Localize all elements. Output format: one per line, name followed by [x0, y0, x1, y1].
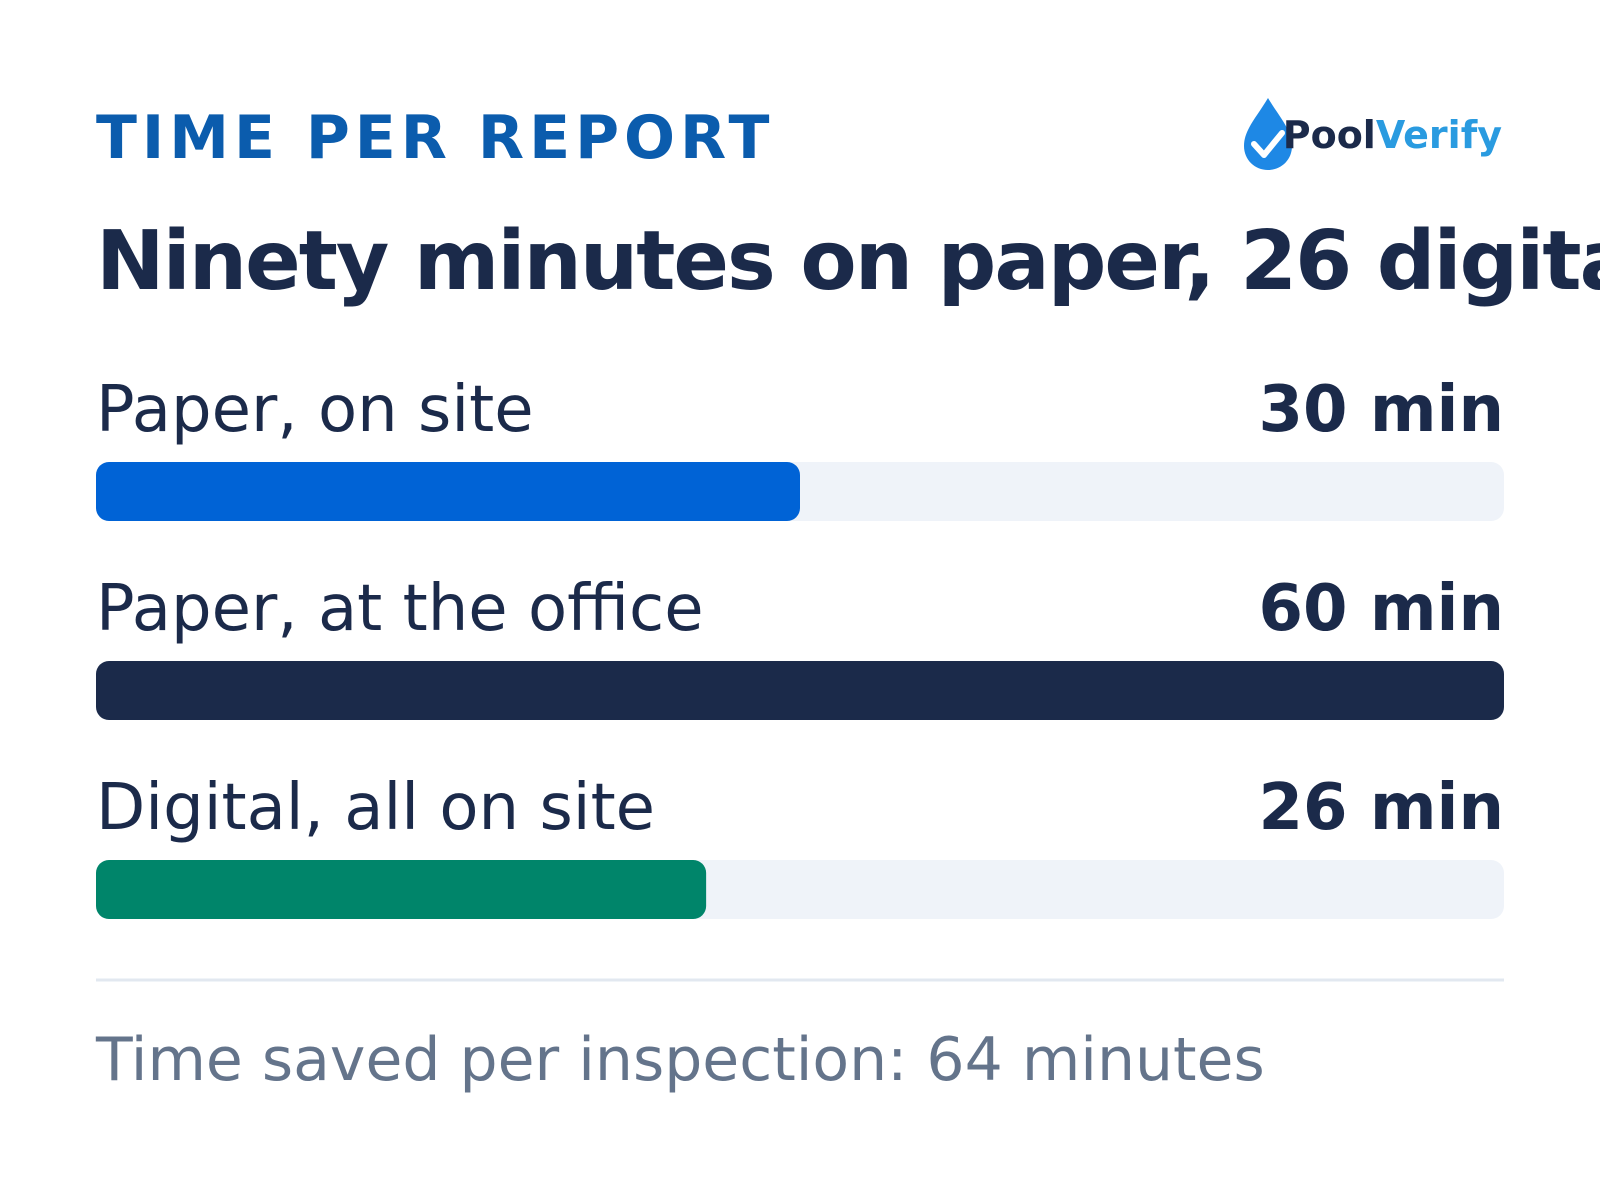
value-label: 30 min: [1258, 373, 1504, 447]
logo-part: Pool: [1283, 113, 1376, 157]
bar: [96, 661, 1504, 720]
category-label: Paper, at the office: [96, 572, 704, 646]
logo-check: [1251, 130, 1285, 158]
value-label: 26 min: [1258, 771, 1504, 845]
bar: [96, 462, 800, 521]
bar: [96, 860, 707, 919]
chart-title: Ninety minutes on paper, 26 digital: [96, 214, 1600, 309]
logo: PoolVerify: [1244, 98, 1502, 170]
logo-drop: [1244, 98, 1292, 170]
category-label: Digital, all on site: [96, 771, 655, 845]
logo-text: PoolVerify: [1283, 113, 1502, 157]
category-label: Paper, on site: [96, 373, 534, 447]
footer-note: Time saved per inspection: 64 minutes: [95, 1025, 1265, 1095]
eyebrow: TIME PER REPORT: [96, 103, 775, 173]
value-label: 60 min: [1258, 572, 1504, 646]
logo-part: Verify: [1376, 113, 1502, 157]
